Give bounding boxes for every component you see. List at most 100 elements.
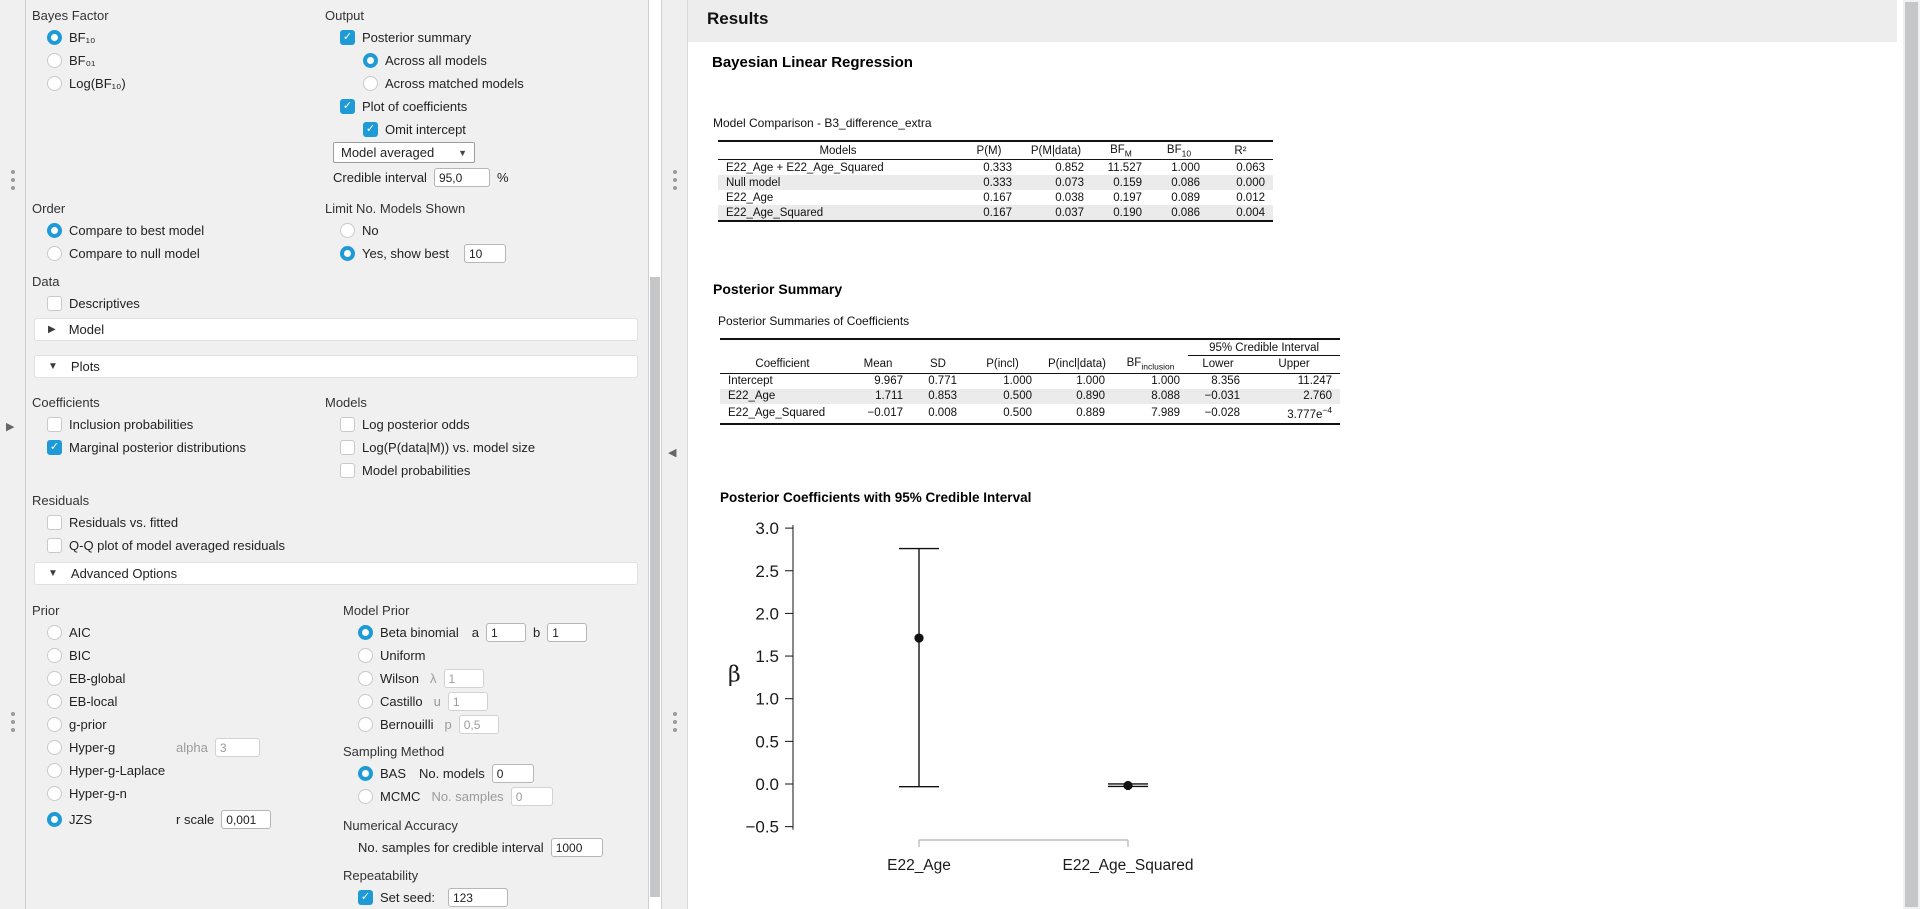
checkbox-inclusion-probabilities[interactable]: Inclusion probabilities <box>32 413 246 436</box>
checkbox-residuals-vs-fitted[interactable]: Residuals vs. fitted <box>32 511 285 534</box>
credible-interval-input[interactable] <box>433 168 490 187</box>
checkbox-logp-vs-model-size[interactable]: Log(P(data|M)) vs. model size <box>325 436 535 459</box>
radio-bas[interactable]: BAS No. models <box>343 762 553 785</box>
y-tick-label: 2.5 <box>755 562 779 581</box>
seed-input[interactable] <box>447 888 508 907</box>
section-advanced-options[interactable]: ▼ Advanced Options <box>34 562 638 585</box>
radio-hyper-g-laplace[interactable]: Hyper-g-Laplace <box>32 759 271 782</box>
table-cell: 0.853 <box>928 390 957 403</box>
column-header: P(M|data) <box>1020 141 1092 161</box>
options-scrollbar[interactable] <box>648 0 662 909</box>
radio-icon <box>47 717 62 732</box>
show-best-count-input[interactable] <box>463 244 506 263</box>
table-cell: 1.711 <box>875 390 903 403</box>
table-row: E22_Age_Squared 0.167 0.037 0.190 0.086 0.004 <box>718 205 1273 222</box>
drag-handle-icon[interactable] <box>670 170 680 190</box>
expand-data-panel-icon[interactable]: ▶ <box>6 421 15 433</box>
section-plots[interactable]: ▼ Plots <box>34 355 638 378</box>
checkbox-model-probabilities[interactable]: Model probabilities <box>325 459 535 482</box>
group-header: 95% Credible Interval <box>1188 339 1341 356</box>
radio-castillo[interactable]: Castillo u <box>343 690 587 713</box>
checkbox-descriptives[interactable]: Descriptives <box>32 292 140 315</box>
radio-icon <box>47 812 62 827</box>
radio-across-all-models[interactable]: Across all models <box>325 49 524 72</box>
radio-jzs[interactable]: JZS r scale <box>32 808 272 831</box>
table-cell: 8.356 <box>1211 375 1241 388</box>
data-group: Data Descriptives <box>32 271 140 315</box>
column-header: P(M) <box>958 141 1020 161</box>
y-tick-label: 2.0 <box>755 604 779 623</box>
radio-uniform[interactable]: Uniform <box>343 644 587 667</box>
r-scale-input[interactable] <box>221 810 272 829</box>
drag-handle-icon[interactable] <box>8 170 18 190</box>
x-category-label: E22_Age_Squared <box>1062 857 1193 874</box>
posterior-summary-heading[interactable]: Posterior Summary <box>713 281 843 297</box>
no-models-input[interactable] <box>491 764 534 783</box>
checkbox-log-posterior-odds[interactable]: Log posterior odds <box>325 413 535 436</box>
checkbox-icon: ✓ <box>47 440 62 455</box>
table-cell: 9.967 <box>874 375 903 388</box>
alpha-label: alpha <box>176 740 208 755</box>
radio-beta-binomial[interactable]: Beta binomial a b <box>343 621 588 644</box>
column-header: R² <box>1208 141 1273 161</box>
radio-wilson[interactable]: Wilson λ <box>343 667 587 690</box>
ci-samples-input[interactable] <box>550 838 603 857</box>
table-cell: Null model <box>726 176 781 189</box>
b-label: b <box>533 625 541 640</box>
radio-icon <box>47 763 62 778</box>
checkbox-set-seed[interactable]: ✓ Set seed: <box>343 886 508 909</box>
checkbox-omit-intercept[interactable]: ✓ Omit intercept <box>325 118 524 141</box>
table-cell: 0.771 <box>928 375 957 388</box>
checkbox-posterior-summary[interactable]: ✓ Posterior summary <box>325 26 524 49</box>
radio-across-matched-models[interactable]: Across matched models <box>325 72 524 95</box>
radio-hyper-g[interactable]: Hyper-g alpha <box>32 736 271 759</box>
radio-bf01[interactable]: BF₀₁ <box>32 49 126 72</box>
section-model[interactable]: ▶ Model <box>34 318 638 341</box>
radio-bic[interactable]: BIC <box>32 644 271 667</box>
radio-bernouilli[interactable]: Bernouilli p <box>343 713 587 736</box>
collapse-results-icon[interactable]: ◀ <box>668 447 677 459</box>
x-category-label: E22_Age <box>887 857 951 874</box>
model-comparison-caption: Model Comparison - B3_difference_extra <box>713 116 932 130</box>
summary-type-dropdown[interactable]: Model averaged ▼ <box>333 142 475 163</box>
beta-b-input[interactable] <box>547 623 588 642</box>
scrollbar-thumb[interactable] <box>650 277 660 897</box>
table-cell: E22_Age + E22_Age_Squared <box>726 161 884 174</box>
column-header: BFM <box>1092 141 1150 161</box>
radio-logbf10[interactable]: Log(BF₁₀) <box>32 72 126 95</box>
radio-hyper-g-n[interactable]: Hyper-g-n <box>32 782 271 805</box>
radio-limit-yes[interactable]: Yes, show best <box>325 242 506 265</box>
checkbox-icon: ✓ <box>340 99 355 114</box>
scrollbar-thumb[interactable] <box>1905 2 1918 907</box>
radio-compare-null-model[interactable]: Compare to null model <box>32 242 204 265</box>
results-panel: Results Bayesian Linear Regression Model… <box>688 0 1897 909</box>
radio-aic[interactable]: AIC <box>32 621 271 644</box>
panel-divider[interactable]: ◀ <box>662 0 688 909</box>
radio-g-prior[interactable]: g-prior <box>32 713 271 736</box>
radio-limit-no[interactable]: No <box>325 219 506 242</box>
alpha-input <box>214 738 260 757</box>
table-cell: 0.063 <box>1236 161 1265 174</box>
table-cell: Intercept <box>728 375 773 388</box>
radio-icon <box>363 76 378 91</box>
posterior-summary-table: 95% Credible Interval Coefficient Mean SD P(… <box>720 338 1341 425</box>
p-input <box>458 715 499 734</box>
radio-bf10[interactable]: BF₁₀ <box>32 26 126 49</box>
radio-eb-global[interactable]: EB-global <box>32 667 271 690</box>
drag-handle-icon[interactable] <box>670 712 680 732</box>
table-cell: 0.037 <box>1055 206 1084 219</box>
radio-eb-local[interactable]: EB-local <box>32 690 271 713</box>
checkbox-qq-plot[interactable]: Q-Q plot of model averaged residuals <box>32 534 285 557</box>
group-label: Limit No. Models Shown <box>325 201 466 216</box>
radio-compare-best-model[interactable]: Compare to best model <box>32 219 204 242</box>
column-header: SD <box>911 355 965 374</box>
results-scrollbar[interactable] <box>1903 0 1920 909</box>
drag-handle-icon[interactable] <box>8 712 18 732</box>
dropdown-arrow-icon: ▼ <box>458 147 467 158</box>
beta-a-input[interactable] <box>486 623 527 642</box>
radio-mcmc[interactable]: MCMC No. samples <box>343 785 553 808</box>
checkbox-marginal-posterior[interactable]: ✓ Marginal posterior distributions <box>32 436 246 459</box>
group-label: Residuals <box>32 493 90 508</box>
checkbox-plot-of-coefficients[interactable]: ✓ Plot of coefficients <box>325 95 524 118</box>
analysis-title[interactable]: Bayesian Linear Regression <box>712 54 913 71</box>
